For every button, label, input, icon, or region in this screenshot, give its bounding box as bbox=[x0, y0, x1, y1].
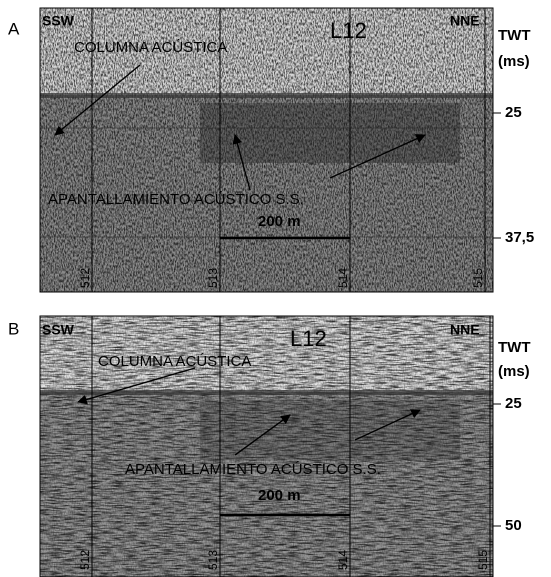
scale-label: 200 m bbox=[258, 213, 301, 230]
annotation: COLUMNA ACÚSTICA bbox=[98, 353, 251, 370]
panel: A SSW NNE L12 TWT (ms) 25 37,5 COLUMNA ACÚSTICA A… bbox=[8, 8, 534, 292]
panel-label: A bbox=[8, 19, 20, 38]
direction-label: NNE bbox=[450, 322, 480, 338]
direction-label: NNE bbox=[450, 13, 480, 29]
seabed-reflector bbox=[40, 390, 493, 395]
panels: A SSW NNE L12 TWT (ms) 25 37,5 COLUMNA ACÚSTICA A… bbox=[8, 8, 534, 577]
tick-label: 25 bbox=[505, 395, 522, 412]
axis-title: TWT bbox=[498, 27, 530, 44]
tick-label: 37,5 bbox=[505, 229, 534, 246]
scale-label: 200 m bbox=[258, 487, 301, 504]
axis-unit: (ms) bbox=[498, 53, 530, 70]
seabed-reflector bbox=[40, 93, 493, 98]
fix-label: 514 bbox=[336, 550, 350, 570]
annotation: APANTALLAMIENTO ACÚSTICO S.S. bbox=[125, 461, 381, 478]
fix-label: 515 bbox=[471, 268, 485, 288]
fix-label: 512 bbox=[78, 268, 92, 288]
annotation: COLUMNA ACÚSTICA bbox=[74, 39, 227, 56]
fix-label: 513 bbox=[206, 550, 220, 570]
fix-label: 513 bbox=[206, 268, 220, 288]
fix-label: 515 bbox=[476, 550, 490, 570]
annotation: APANTALLAMIENTO ACÚSTICO S.S. bbox=[48, 191, 304, 208]
axis-unit: (ms) bbox=[498, 363, 530, 380]
line-label: L12 bbox=[290, 326, 327, 351]
tick-label: 25 bbox=[505, 104, 522, 121]
line-label: L12 bbox=[330, 18, 367, 43]
fix-label: 514 bbox=[336, 268, 350, 288]
gas-zone bbox=[200, 103, 460, 163]
direction-label: SSW bbox=[42, 13, 75, 29]
panel-label: B bbox=[8, 319, 19, 338]
gas-zone bbox=[200, 400, 460, 460]
tick-label: 50 bbox=[505, 517, 522, 534]
axis-title: TWT bbox=[498, 339, 530, 356]
direction-label: SSW bbox=[42, 322, 75, 338]
fix-label: 512 bbox=[78, 550, 92, 570]
panel: B SSW NNE L12 TWT (ms) 25 50 COLUMNA ACÚSTICA APA… bbox=[8, 316, 530, 577]
figure: A SSW NNE L12 TWT (ms) 25 37,5 COLUMNA ACÚSTICA A… bbox=[0, 0, 551, 577]
